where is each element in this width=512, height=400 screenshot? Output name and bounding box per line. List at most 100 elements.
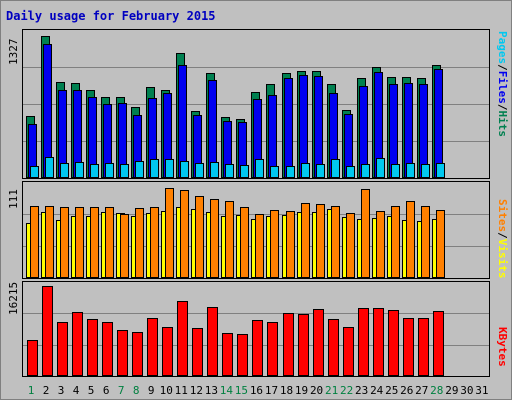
day-label-15: 15 bbox=[234, 384, 249, 397]
day-label-10: 10 bbox=[159, 384, 173, 397]
pages-bar-day-16 bbox=[255, 159, 265, 178]
kbytes-bar-day-1 bbox=[27, 340, 38, 376]
pages-bar-day-18 bbox=[285, 166, 295, 178]
pages-bar-day-21 bbox=[330, 159, 340, 178]
kbytes-bar-day-23 bbox=[357, 308, 369, 376]
day-label-8: 8 bbox=[132, 384, 140, 397]
day-label-7: 7 bbox=[117, 384, 125, 397]
day-label-9: 9 bbox=[147, 384, 155, 397]
pages-bar-day-19 bbox=[300, 163, 310, 178]
day-label-1: 1 bbox=[27, 384, 35, 397]
pages-bar-day-4 bbox=[75, 162, 85, 178]
day-label-21: 21 bbox=[324, 384, 339, 397]
pages-bar-day-20 bbox=[315, 164, 325, 178]
pages-bar-day-2 bbox=[45, 157, 55, 178]
sites-bar-day-24 bbox=[375, 211, 385, 278]
sites-bar-day-17 bbox=[270, 210, 280, 278]
day-label-20: 20 bbox=[309, 384, 324, 397]
kbytes-bar-day-3 bbox=[57, 322, 69, 376]
day-label-25: 25 bbox=[385, 384, 399, 397]
sites-bar-day-6 bbox=[105, 207, 115, 278]
day-label-11: 11 bbox=[174, 384, 188, 397]
pages-bar-day-5 bbox=[90, 164, 100, 178]
kbytes-bar-day-16 bbox=[252, 320, 264, 376]
day-label-26: 26 bbox=[400, 384, 414, 397]
day-label-19: 19 bbox=[294, 384, 309, 397]
kbytes-bar-day-2 bbox=[42, 286, 54, 376]
pages-label: Pages bbox=[496, 31, 509, 65]
pages-bar-day-7 bbox=[120, 164, 130, 178]
sites-bar-day-19 bbox=[300, 203, 310, 278]
kbytes-bar-day-28 bbox=[432, 311, 444, 376]
sites-bar-day-7 bbox=[120, 214, 130, 278]
day-label-4: 4 bbox=[72, 384, 80, 397]
sites-bar-day-22 bbox=[345, 213, 355, 278]
files-bar-day-28 bbox=[433, 69, 443, 178]
bottom-panel-label: KBytes bbox=[496, 327, 509, 367]
day-label-5: 5 bbox=[87, 384, 95, 397]
sites-bar-day-21 bbox=[330, 206, 340, 278]
sites-bar-day-25 bbox=[390, 206, 400, 278]
pages-bar-day-27 bbox=[420, 164, 430, 178]
kbytes-bar-day-19 bbox=[297, 314, 309, 376]
day-label-14: 14 bbox=[219, 384, 233, 397]
sites-bar-day-27 bbox=[420, 206, 430, 278]
sites-bar-day-4 bbox=[75, 207, 85, 278]
day-label-13: 13 bbox=[204, 384, 218, 397]
kbytes-bar-day-6 bbox=[102, 322, 114, 376]
pages-bar-day-25 bbox=[390, 164, 400, 178]
day-label-24: 24 bbox=[370, 384, 384, 397]
pages-bar-day-3 bbox=[60, 163, 70, 178]
day-label-3: 3 bbox=[57, 384, 65, 397]
kbytes-bar-day-22 bbox=[342, 327, 354, 376]
grid-line bbox=[23, 67, 489, 68]
day-label-23: 23 bbox=[355, 384, 369, 397]
files-bar-day-20 bbox=[313, 76, 323, 178]
sites-bar-day-11 bbox=[180, 190, 190, 278]
kbytes-bar-day-4 bbox=[72, 312, 84, 376]
pages-bar-day-9 bbox=[150, 159, 160, 178]
sites-bar-day-3 bbox=[60, 207, 70, 278]
sites-bar-day-2 bbox=[45, 206, 55, 278]
kbytes-bar-day-13 bbox=[207, 307, 219, 376]
kbytes-bar-day-14 bbox=[222, 333, 234, 376]
day-label-22: 22 bbox=[340, 384, 354, 397]
pages-bar-day-8 bbox=[135, 161, 145, 178]
pages-bar-day-6 bbox=[105, 163, 115, 178]
pages-bar-day-13 bbox=[210, 162, 220, 178]
kbytes-bar-day-27 bbox=[417, 318, 429, 376]
files-bar-day-18 bbox=[283, 78, 293, 178]
top-panel-label: Pages/Files/Hits bbox=[496, 31, 509, 137]
sites-bar-day-14 bbox=[225, 201, 235, 278]
kbytes-bar-day-5 bbox=[87, 319, 99, 376]
sites-bar-day-10 bbox=[165, 188, 175, 278]
pages-bar-day-15 bbox=[240, 165, 250, 178]
visits-label: Visits bbox=[496, 238, 509, 279]
sites-bar-day-13 bbox=[210, 199, 220, 278]
day-label-31: 31 bbox=[475, 384, 489, 397]
files-label: Files bbox=[496, 70, 509, 104]
day-label-17: 17 bbox=[264, 384, 279, 397]
pages-bar-day-10 bbox=[165, 159, 175, 178]
kbytes-bar-day-24 bbox=[372, 308, 384, 376]
pages-bar-day-26 bbox=[405, 163, 415, 178]
sites-bar-day-15 bbox=[240, 207, 250, 278]
kbytes-bar-day-10 bbox=[162, 327, 174, 376]
sites-bar-day-20 bbox=[315, 204, 325, 278]
day-label-2: 2 bbox=[42, 384, 50, 397]
sites-bar-day-12 bbox=[195, 196, 205, 278]
sites-bar-day-1 bbox=[30, 206, 39, 278]
pages-bar-day-28 bbox=[435, 163, 445, 178]
day-label-6: 6 bbox=[102, 384, 110, 397]
kbytes-bar-day-18 bbox=[282, 313, 294, 376]
sites-bar-day-5 bbox=[90, 207, 100, 278]
kbytes-label: KBytes bbox=[496, 327, 509, 367]
sites-bar-day-26 bbox=[405, 201, 415, 278]
sites-label: Sites bbox=[496, 199, 509, 233]
kbytes-bar-day-15 bbox=[237, 334, 249, 376]
kbytes-bar-day-26 bbox=[402, 318, 414, 376]
sites-visits-panel bbox=[22, 181, 490, 279]
kbytes-bar-day-9 bbox=[147, 318, 159, 376]
hits-files-pages-panel bbox=[22, 29, 490, 179]
